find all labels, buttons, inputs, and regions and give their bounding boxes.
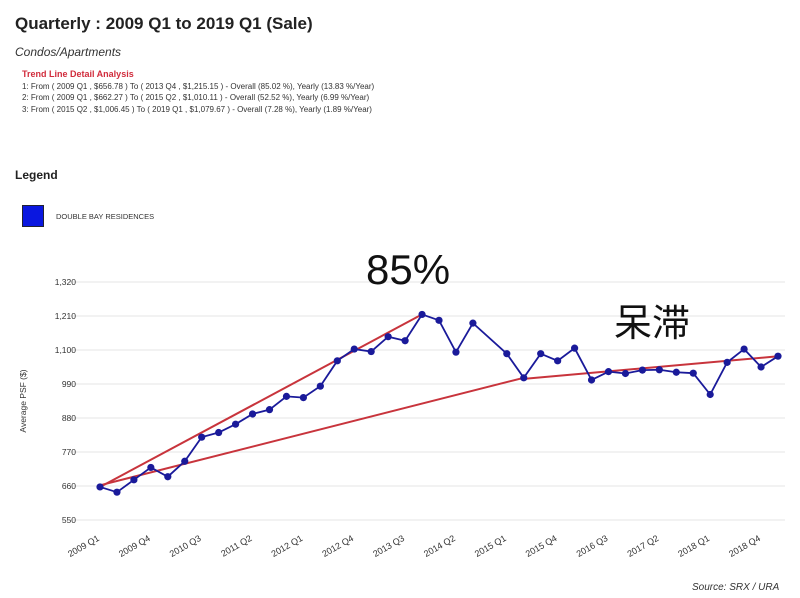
y-tick-label: 1,210 [55,311,77,321]
trend-analysis-panel: Trend Line Detail Analysis 1: From ( 200… [22,69,374,115]
data-point [384,333,392,341]
x-tick-label: 2017 Q2 [625,533,660,559]
x-tick-label: 2016 Q3 [575,533,610,559]
data-point [316,382,324,390]
y-tick-label: 880 [62,413,76,423]
y-tick-label: 1,320 [55,277,77,287]
legend-label: DOUBLE BAY RESIDENCES [56,211,155,221]
data-point [469,319,477,327]
x-tick-label: 2011 Q2 [219,533,253,559]
data-point [130,476,138,484]
data-point [147,463,155,472]
source-note: Source: SRX / URA [692,582,780,593]
y-tick-label: 550 [62,515,76,525]
y-tick-label: 1,100 [55,345,77,355]
data-point [638,366,647,374]
y-axis-label: Average PSF ($) [18,369,28,432]
data-point [672,368,680,376]
stagnant-annotation: 呆滞 [614,301,691,345]
x-tick-label: 2009 Q4 [117,533,152,559]
trend-analysis-line-3: 3: From ( 2015 Q2 , $1,006.45 ) To ( 201… [22,104,372,114]
trend-line-2 [99,376,524,487]
data-point [418,310,426,319]
data-point [333,357,341,365]
trend-analysis-heading: Trend Line Detail Analysis [22,69,134,79]
x-tick-label: 2018 Q1 [676,533,711,559]
x-tick-label: 2014 Q2 [422,533,457,559]
data-point [655,366,663,374]
data-point [571,344,579,352]
data-point [554,357,562,365]
legend-title: Legend [15,168,58,182]
y-tick-label: 990 [62,379,76,389]
growth-annotation: 85% [366,246,451,293]
trend-analysis-line-2: 2: From ( 2009 Q1 , $662.27 ) To ( 2015 … [22,93,370,102]
data-point [181,457,189,465]
legend-item-double-bay[interactable]: DOUBLE BAY RESIDENCES [22,205,154,227]
data-point [232,420,240,428]
x-tick-label: 2012 Q1 [269,533,304,559]
data-point [113,488,121,496]
x-tick-label: 2018 Q4 [727,533,762,559]
x-tick-label: 2010 Q3 [168,533,203,559]
data-point [587,376,596,384]
chart-title: Quarterly : 2009 Q1 to 2019 Q1 (Sale) [15,14,313,33]
data-point [401,337,409,345]
data-point [723,358,731,366]
legend-swatch [22,205,44,227]
data-point [282,392,291,400]
data-point [367,347,375,356]
data-point [215,428,223,437]
data-point [621,369,630,378]
data-point [774,352,782,360]
trend-analysis-line-1: 1: From ( 2009 Q1 , $656.78 ) To ( 2013 … [22,81,375,91]
x-tick-label: 2015 Q4 [524,533,559,559]
trend-line-3 [523,355,779,380]
data-point [299,394,307,402]
data-point [689,369,697,377]
data-point [740,345,748,353]
x-tick-label: 2009 Q1 [66,533,101,559]
x-tick-label: 2015 Q1 [473,533,508,559]
data-point [96,483,104,491]
data-point [706,390,714,399]
data-point [604,368,613,376]
series-line [99,313,779,494]
data-point [164,473,172,481]
data-point [248,410,257,418]
chart-subtitle: Condos/Apartments [15,45,122,59]
x-tick-label: 2012 Q4 [320,533,355,559]
data-point [350,345,358,353]
data-point [452,348,460,356]
data-point [265,406,274,414]
data-point [537,350,545,358]
y-tick-label: 770 [62,447,76,457]
data-point [757,363,765,371]
trend-line-1 [99,313,423,488]
data-point [503,350,511,358]
data-point [435,316,443,324]
data-point [520,374,528,382]
data-point [198,433,206,441]
x-tick-label: 2013 Q3 [371,533,406,559]
y-tick-label: 660 [62,481,76,491]
